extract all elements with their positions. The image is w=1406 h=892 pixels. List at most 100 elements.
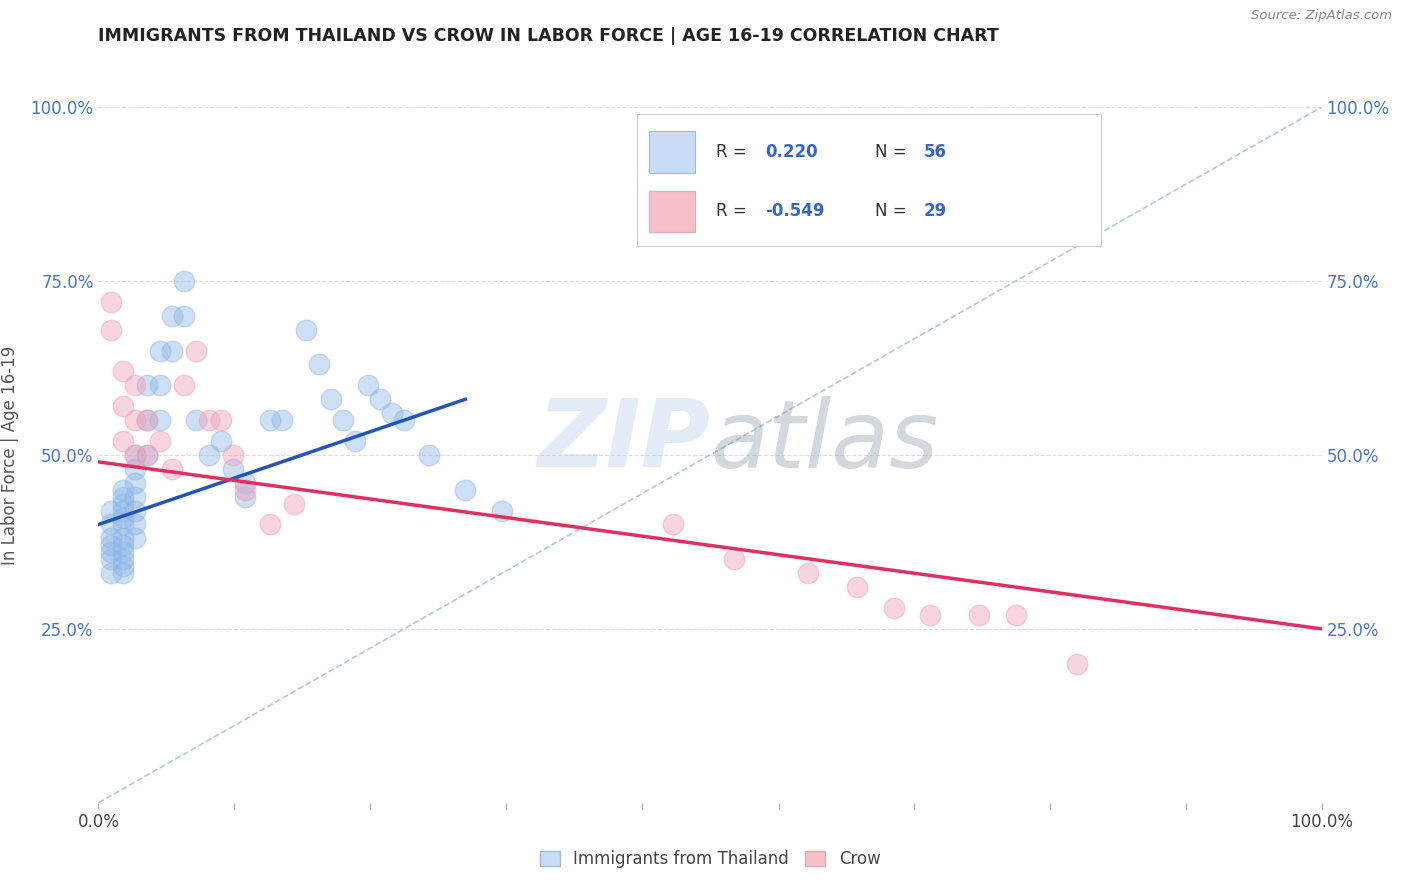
Point [111,503,134,517]
Text: N =: N = [875,144,912,161]
Point [173,309,195,323]
Point [209,413,232,427]
Point [100,323,122,337]
Point [111,399,134,413]
Point [1066,657,1088,671]
Point [124,532,146,546]
Point [136,448,159,462]
Point [344,434,367,448]
Point [662,517,685,532]
Point [124,448,146,462]
Point [222,462,245,476]
Text: R =: R = [716,144,752,161]
Point [100,532,122,546]
Point [149,434,172,448]
Point [136,413,159,427]
Point [100,545,122,559]
Point [100,566,122,581]
Point [259,413,281,427]
Point [124,490,146,504]
Point [283,497,305,511]
Point [111,538,134,552]
Point [111,532,134,546]
Point [124,378,146,392]
Point [368,392,391,407]
Point [173,274,195,288]
Point [100,503,122,517]
Point [111,490,134,504]
Point [332,413,354,427]
FancyBboxPatch shape [650,191,696,232]
Point [100,517,122,532]
Point [111,510,134,524]
Point [100,552,122,566]
Point [111,364,134,378]
Point [124,462,146,476]
Point [233,490,256,504]
Point [186,413,208,427]
Point [100,538,122,552]
Point [111,566,134,581]
Point [111,483,134,497]
Point [124,413,146,427]
Point [111,517,134,532]
Point [111,552,134,566]
Point [797,566,820,581]
Point [197,413,219,427]
Point [454,483,477,497]
Point [491,503,513,517]
Text: ZIP: ZIP [537,395,710,487]
Point [1004,607,1026,622]
Point [319,392,342,407]
Point [124,448,146,462]
Point [392,413,416,427]
Point [723,552,745,566]
Point [136,448,159,462]
Point [136,413,159,427]
FancyBboxPatch shape [650,131,696,173]
Text: 29: 29 [924,202,948,220]
Point [259,517,281,532]
Point [111,559,134,574]
Y-axis label: In Labor Force | Age 16-19: In Labor Force | Age 16-19 [1,345,20,565]
Point [883,601,905,615]
Text: -0.549: -0.549 [765,202,824,220]
Point [381,406,404,420]
Text: 56: 56 [924,144,948,161]
Point [149,378,172,392]
Point [967,607,990,622]
Text: Source: ZipAtlas.com: Source: ZipAtlas.com [1251,9,1392,22]
Point [173,378,195,392]
Point [356,378,378,392]
Point [124,503,146,517]
Point [845,580,868,594]
Point [270,413,294,427]
Point [233,483,256,497]
Point [100,294,122,309]
Text: 0.220: 0.220 [765,144,818,161]
Point [233,475,256,490]
Text: R =: R = [716,202,752,220]
Point [124,517,146,532]
Point [149,413,172,427]
Point [418,448,440,462]
Text: IMMIGRANTS FROM THAILAND VS CROW IN LABOR FORCE | AGE 16-19 CORRELATION CHART: IMMIGRANTS FROM THAILAND VS CROW IN LABO… [98,27,1000,45]
Point [186,343,208,358]
Point [295,323,318,337]
Point [308,358,330,372]
FancyBboxPatch shape [637,114,1101,246]
Point [136,378,159,392]
Point [111,545,134,559]
Point [124,475,146,490]
Text: atlas: atlas [710,395,938,486]
Point [920,607,942,622]
Legend: Immigrants from Thailand, Crow: Immigrants from Thailand, Crow [533,843,887,874]
Point [160,343,183,358]
Point [111,497,134,511]
Text: N =: N = [875,202,912,220]
Point [222,448,245,462]
Point [160,462,183,476]
Point [111,434,134,448]
Point [149,343,172,358]
Point [197,448,219,462]
